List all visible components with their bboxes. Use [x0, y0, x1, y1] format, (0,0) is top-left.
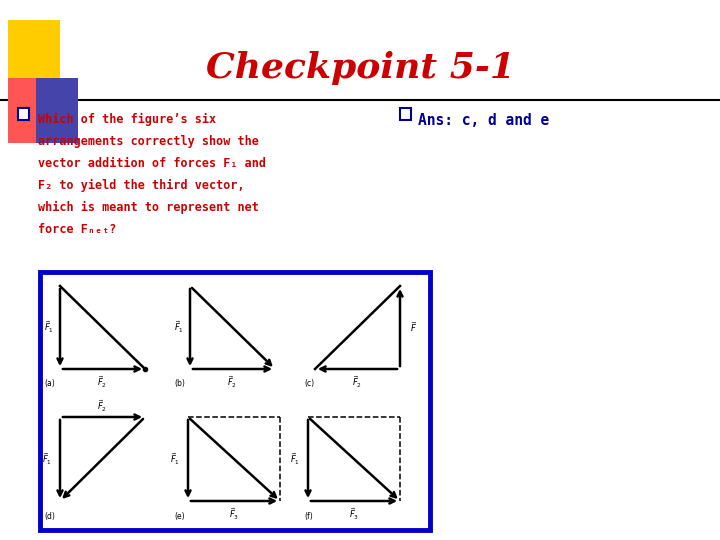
Text: (a): (a) — [44, 379, 55, 388]
Text: $\vec{F}_3$: $\vec{F}_3$ — [349, 507, 359, 522]
Text: vector addition of forces F₁ and: vector addition of forces F₁ and — [38, 157, 266, 170]
Text: (f): (f) — [304, 512, 312, 521]
Text: (b): (b) — [174, 379, 185, 388]
Text: (d): (d) — [44, 512, 55, 521]
Bar — [400, 108, 411, 120]
Bar — [36, 78, 78, 143]
Text: force Fₙₑₜ?: force Fₙₑₜ? — [38, 223, 117, 236]
Text: $\vec{F}_2$: $\vec{F}_2$ — [353, 374, 363, 390]
Text: Which of the figure’s six: Which of the figure’s six — [38, 113, 216, 126]
Bar — [8, 20, 60, 95]
Text: (c): (c) — [304, 379, 314, 388]
Text: $\vec{F}_2$: $\vec{F}_2$ — [97, 399, 107, 414]
Text: (e): (e) — [174, 512, 184, 521]
Text: $\vec{F}_2$: $\vec{F}_2$ — [97, 374, 107, 390]
Text: F₂ to yield the third vector,: F₂ to yield the third vector, — [38, 179, 245, 192]
Text: $\vec{F}_1$: $\vec{F}_1$ — [290, 451, 300, 467]
Text: $\vec{F}_1$: $\vec{F}_1$ — [42, 451, 52, 467]
Text: arrangements correctly show the: arrangements correctly show the — [38, 135, 259, 148]
Text: $\vec{F}_2$: $\vec{F}_2$ — [228, 374, 238, 390]
Text: Checkpoint 5-1: Checkpoint 5-1 — [205, 51, 515, 85]
Bar — [40, 272, 430, 530]
Text: $\vec{F}_3$: $\vec{F}_3$ — [229, 507, 239, 522]
Bar — [18, 108, 29, 120]
Text: Ans: c, d and e: Ans: c, d and e — [418, 113, 549, 128]
Bar — [8, 78, 48, 143]
Text: $\vec{F}_1$: $\vec{F}_1$ — [174, 320, 184, 335]
Text: $\vec{F}_1$: $\vec{F}_1$ — [170, 451, 180, 467]
Text: $\vec{F}_1$: $\vec{F}_1$ — [44, 320, 54, 335]
Text: $\vec{F}$: $\vec{F}$ — [410, 321, 416, 334]
Text: which is meant to represent net: which is meant to represent net — [38, 201, 259, 214]
